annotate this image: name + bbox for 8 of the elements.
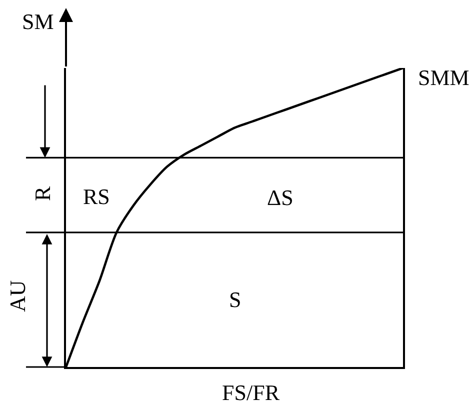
y-axis-title: SM: [22, 9, 54, 34]
text: R: [30, 186, 55, 201]
annotation: RS: [83, 184, 110, 209]
annotation: ΔS: [267, 185, 294, 210]
annotation: S: [229, 287, 242, 312]
x-axis-title: FS/FR: [222, 380, 280, 405]
text: AU: [5, 280, 30, 312]
series-label: SMM: [418, 65, 470, 90]
